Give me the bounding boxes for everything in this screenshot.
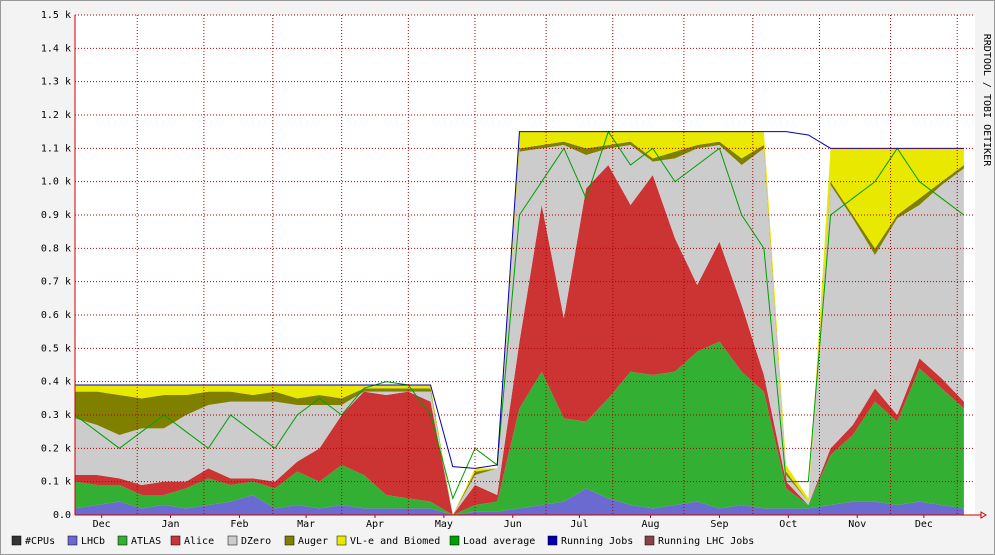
x-tick-label: Dec xyxy=(915,519,933,530)
legend-swatch xyxy=(449,535,460,546)
y-tick-label: 1.0 k xyxy=(41,177,71,188)
legend-label: Running Jobs xyxy=(561,536,633,547)
y-tick-label: 0.7 k xyxy=(41,277,71,288)
area xyxy=(75,131,964,515)
legend-label: #CPUs xyxy=(25,536,55,547)
y-tick-label: 1.2 k xyxy=(41,110,71,121)
y-tick-label: 1.4 k xyxy=(41,43,71,54)
x-tick-label: Feb xyxy=(230,519,248,530)
legend-swatch xyxy=(170,535,181,546)
legend-swatch xyxy=(227,535,238,546)
legend-swatch xyxy=(11,535,22,546)
x-tick-label: Dec xyxy=(93,519,111,530)
y-tick-label: 1.1 k xyxy=(41,143,71,154)
legend-label: Running LHC Jobs xyxy=(658,536,754,547)
x-tick-label: Jan xyxy=(162,519,180,530)
legend-label: LHCb xyxy=(81,536,105,547)
legend-swatch xyxy=(284,535,295,546)
legend-label: DZero xyxy=(241,536,271,547)
legend-label: Alice xyxy=(184,536,214,547)
x-tick-label: Jun xyxy=(504,519,522,530)
y-tick-label: 0.1 k xyxy=(41,477,71,488)
y-tick-label: 0.0 xyxy=(53,510,71,521)
y-tick-label: 1.5 k xyxy=(41,10,71,21)
x-tick-label: May xyxy=(435,519,453,530)
y-tick-label: 0.5 k xyxy=(41,343,71,354)
x-tick-label: Nov xyxy=(848,519,866,530)
line xyxy=(75,131,964,469)
y-tick-label: 0.6 k xyxy=(41,310,71,321)
y-tick-label: 0.8 k xyxy=(41,243,71,254)
legend-swatch xyxy=(336,535,347,546)
x-tick-label: Sep xyxy=(710,519,728,530)
legend-label: VL-e and Biomed xyxy=(350,536,440,547)
y-tick-label: 0.2 k xyxy=(41,443,71,454)
axis-arrow xyxy=(980,511,987,519)
y-tick-label: 0.9 k xyxy=(41,210,71,221)
legend-label: Load average xyxy=(463,536,535,547)
y-tick-label: 0.3 k xyxy=(41,410,71,421)
area xyxy=(75,488,964,515)
x-tick-label: Aug xyxy=(642,519,660,530)
legend-label: Auger xyxy=(298,536,328,547)
x-tick-label: Mar xyxy=(297,519,315,530)
x-tick-label: Oct xyxy=(779,519,797,530)
area xyxy=(75,145,964,515)
legend-label: ATLAS xyxy=(131,536,161,547)
watermark: RRDTOOL / TOBI OETIKER xyxy=(981,34,992,167)
legend-swatch xyxy=(117,535,128,546)
legend-swatch xyxy=(67,535,78,546)
y-tick-label: 0.4 k xyxy=(41,377,71,388)
x-tick-label: Jul xyxy=(570,519,588,530)
legend-swatch xyxy=(547,535,558,546)
x-tick-label: Apr xyxy=(366,519,384,530)
legend-swatch xyxy=(644,535,655,546)
y-tick-label: 1.3 k xyxy=(41,77,71,88)
